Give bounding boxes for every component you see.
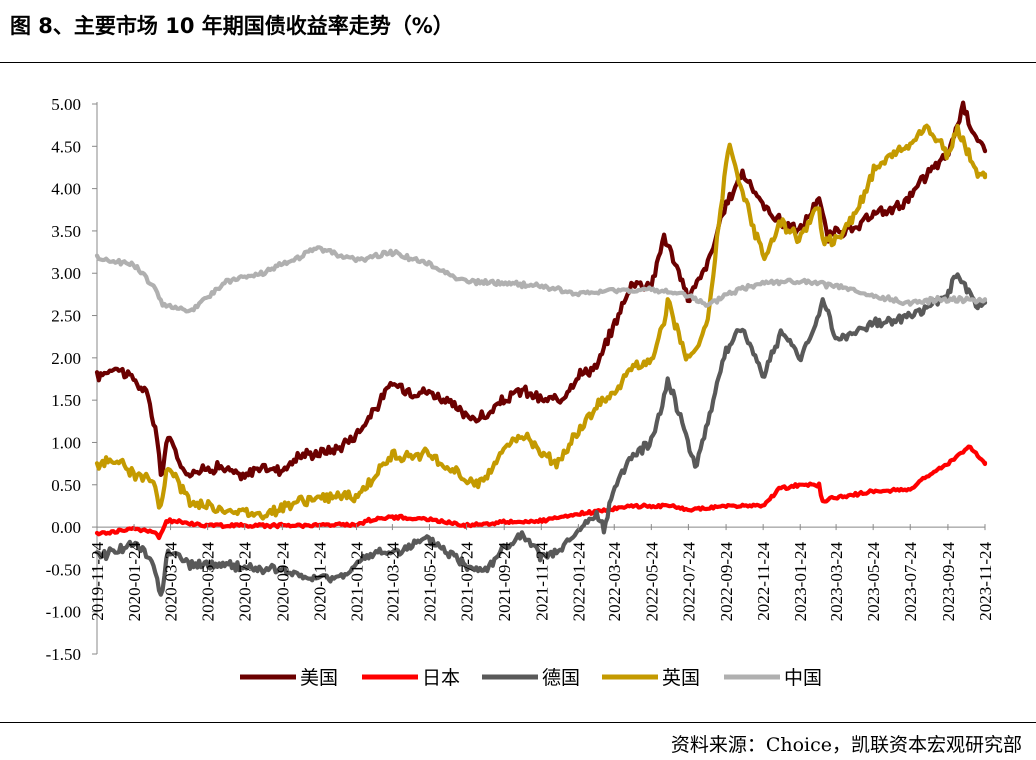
chart-title: 图 8、主要市场 10 年期国债收益率走势（%）: [10, 14, 454, 38]
x-tick-label: 2022-09-24: [717, 542, 736, 622]
series-line-3: [94, 272, 988, 597]
y-tick-label: -1.50: [46, 645, 81, 664]
legend-label: 英国: [662, 667, 700, 689]
y-tick-label: 5.00: [51, 95, 81, 114]
legend-label: 美国: [300, 667, 338, 689]
x-tick-label: 2020-11-24: [310, 542, 329, 621]
series-line-1: [94, 100, 988, 482]
y-tick-label: 4.50: [51, 137, 81, 156]
legend-label: 中国: [784, 667, 822, 689]
x-tick-label: 2023-01-24: [791, 542, 810, 622]
legend-label: 日本: [422, 667, 460, 689]
x-tick-label: 2022-05-24: [642, 542, 661, 622]
x-tick-label: 2021-07-24: [458, 542, 477, 622]
legend-label: 德国: [542, 667, 580, 689]
x-tick-label: 2023-05-24: [864, 542, 883, 622]
x-tick-label: 2020-01-24: [125, 542, 144, 622]
x-tick-label: 2019-11-24: [88, 542, 107, 621]
x-tick-label: 2023-09-24: [939, 542, 958, 622]
top-rule: [0, 62, 1036, 63]
x-tick-label: 2023-03-24: [827, 542, 846, 622]
x-tick-label: 2020-07-24: [236, 542, 255, 622]
x-tick-label: 2023-07-24: [901, 542, 920, 622]
series-line-5: [94, 245, 988, 314]
x-tick-label: 2022-07-24: [679, 542, 698, 622]
x-tick-label: 2022-11-24: [754, 542, 773, 621]
x-tick-label: 2021-05-24: [420, 542, 439, 622]
y-tick-label: 4.00: [51, 180, 81, 199]
y-tick-label: 1.50: [51, 391, 81, 410]
y-tick-label: 2.50: [51, 307, 81, 326]
x-tick-label: 2022-03-24: [605, 542, 624, 622]
x-tick-label: 2021-01-24: [348, 542, 367, 622]
x-tick-label: 2021-03-24: [383, 542, 402, 622]
series-line-4: [94, 123, 988, 521]
x-tick-label: 2020-09-24: [273, 542, 292, 622]
y-tick-label: -0.50: [46, 560, 81, 579]
y-tick-label: 3.50: [51, 222, 81, 241]
y-tick-label: 0.00: [51, 518, 81, 537]
x-tick-label: 2021-11-24: [532, 542, 551, 621]
y-tick-label: 1.00: [51, 433, 81, 452]
series-line-2: [94, 444, 988, 541]
x-tick-label: 2020-03-24: [162, 542, 181, 622]
x-tick-label: 2023-11-24: [976, 542, 995, 621]
y-tick-label: 2.00: [51, 349, 81, 368]
x-tick-label: 2020-05-24: [199, 542, 218, 622]
source-note: 资料来源：Choice，凯联资本宏观研究部: [670, 734, 1022, 756]
x-tick-label: 2021-09-24: [495, 542, 514, 622]
x-tick-label: 2022-01-24: [569, 542, 588, 622]
bottom-rule: [0, 722, 1036, 723]
y-tick-label: 3.00: [51, 264, 81, 283]
y-tick-label: 0.50: [51, 476, 81, 495]
y-tick-label: -1.00: [46, 603, 81, 622]
